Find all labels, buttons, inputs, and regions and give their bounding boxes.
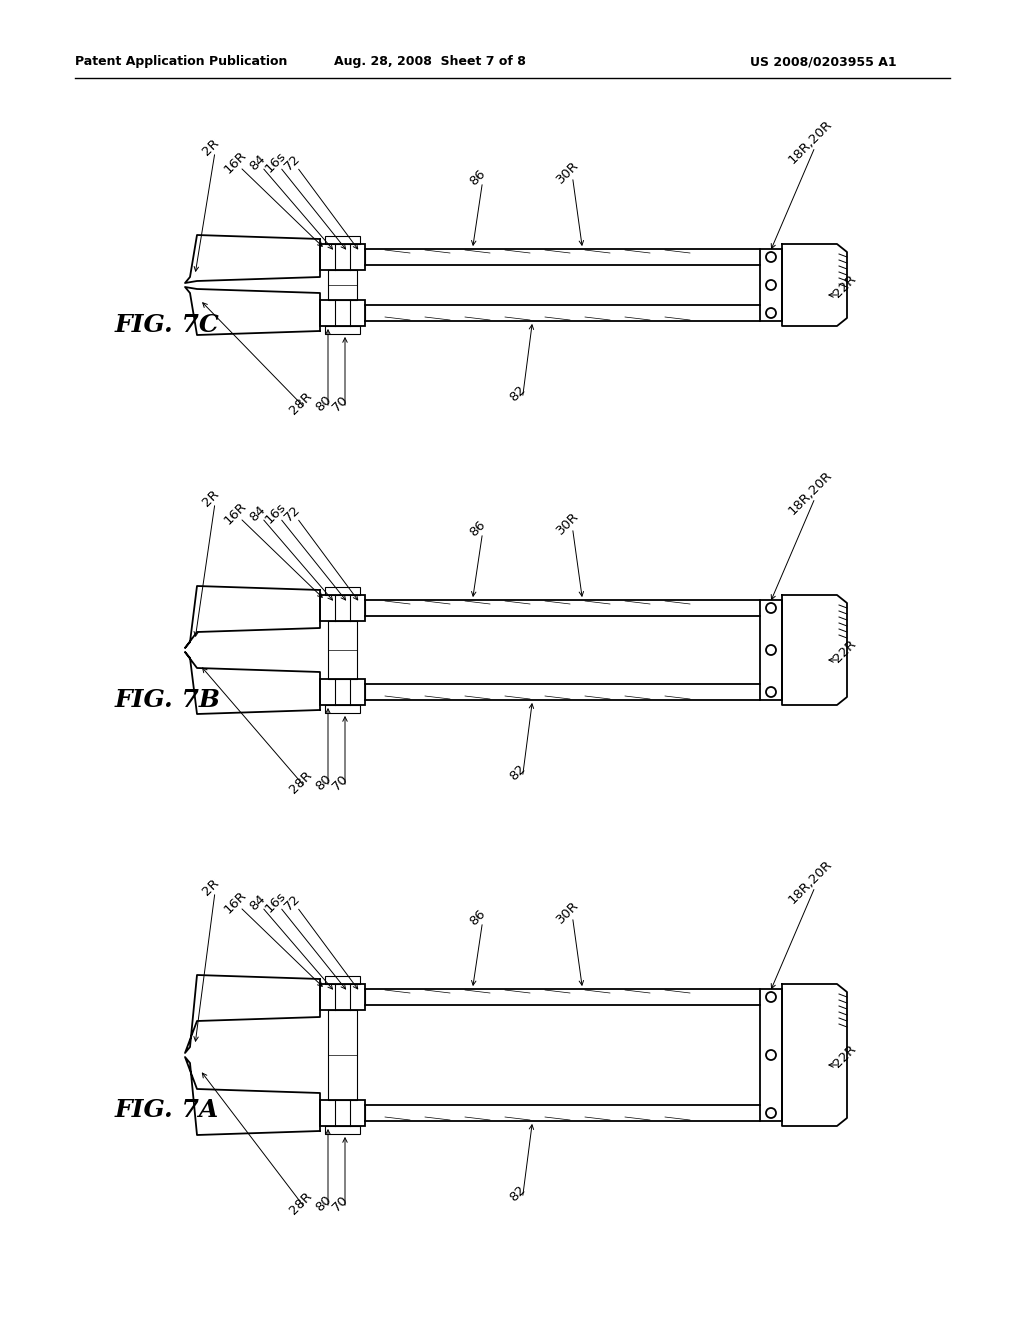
Bar bbox=[319, 1100, 365, 1126]
Text: 86: 86 bbox=[467, 907, 488, 928]
Text: 28R: 28R bbox=[287, 1189, 314, 1217]
Bar bbox=[325, 236, 360, 244]
Text: 80: 80 bbox=[313, 393, 334, 414]
Bar bbox=[760, 989, 782, 1121]
Text: 18R,20R: 18R,20R bbox=[786, 117, 835, 166]
Text: 2R: 2R bbox=[200, 136, 221, 158]
Bar bbox=[325, 975, 360, 983]
Text: 18R,20R: 18R,20R bbox=[786, 469, 835, 517]
Bar bbox=[319, 678, 365, 705]
Text: 16R: 16R bbox=[221, 149, 249, 176]
Text: 82: 82 bbox=[507, 1183, 528, 1204]
Text: 84: 84 bbox=[247, 152, 268, 173]
Text: Patent Application Publication: Patent Application Publication bbox=[75, 55, 288, 69]
Text: 28R: 28R bbox=[287, 768, 314, 796]
Text: 30R: 30R bbox=[554, 899, 582, 927]
Text: 84: 84 bbox=[247, 892, 268, 913]
Bar bbox=[319, 595, 365, 620]
Bar bbox=[325, 1126, 360, 1134]
Text: 70: 70 bbox=[330, 772, 351, 793]
Text: 80: 80 bbox=[313, 1193, 334, 1214]
Text: FIG. 7B: FIG. 7B bbox=[115, 688, 221, 711]
Text: 70: 70 bbox=[330, 393, 351, 414]
Text: US 2008/0203955 A1: US 2008/0203955 A1 bbox=[750, 55, 897, 69]
Text: 86: 86 bbox=[467, 166, 488, 187]
Bar bbox=[319, 983, 365, 1010]
Bar bbox=[325, 326, 360, 334]
Text: 70: 70 bbox=[330, 1193, 351, 1214]
Text: 22R: 22R bbox=[831, 272, 859, 300]
Text: 2R: 2R bbox=[200, 487, 221, 510]
Text: 30R: 30R bbox=[554, 158, 582, 186]
Text: Aug. 28, 2008  Sheet 7 of 8: Aug. 28, 2008 Sheet 7 of 8 bbox=[334, 55, 526, 69]
Bar bbox=[319, 244, 365, 271]
Text: 16s: 16s bbox=[262, 890, 289, 915]
Text: 30R: 30R bbox=[554, 510, 582, 537]
Text: 72: 72 bbox=[282, 152, 303, 173]
Text: FIG. 7C: FIG. 7C bbox=[115, 313, 220, 337]
Text: 2R: 2R bbox=[200, 876, 221, 898]
Text: 22R: 22R bbox=[831, 1043, 859, 1071]
Text: 86: 86 bbox=[467, 517, 488, 539]
Bar bbox=[760, 601, 782, 700]
Bar bbox=[319, 300, 365, 326]
Bar bbox=[325, 587, 360, 595]
Bar bbox=[328, 620, 357, 678]
Text: 16R: 16R bbox=[221, 888, 249, 916]
Text: 16s: 16s bbox=[262, 149, 289, 176]
Text: 72: 72 bbox=[282, 503, 303, 524]
Bar bbox=[760, 249, 782, 321]
Bar bbox=[328, 271, 357, 300]
Text: 84: 84 bbox=[247, 503, 268, 524]
Text: 18R,20R: 18R,20R bbox=[786, 858, 835, 907]
Text: 82: 82 bbox=[507, 762, 528, 783]
Text: 28R: 28R bbox=[287, 389, 314, 417]
Bar bbox=[325, 705, 360, 713]
Text: FIG. 7A: FIG. 7A bbox=[115, 1098, 219, 1122]
Text: 16s: 16s bbox=[262, 500, 289, 527]
Text: 80: 80 bbox=[313, 772, 334, 793]
Text: 72: 72 bbox=[282, 892, 303, 913]
Text: 22R: 22R bbox=[831, 638, 859, 665]
Text: 82: 82 bbox=[507, 383, 528, 404]
Bar bbox=[328, 1010, 357, 1100]
Text: 16R: 16R bbox=[221, 499, 249, 527]
